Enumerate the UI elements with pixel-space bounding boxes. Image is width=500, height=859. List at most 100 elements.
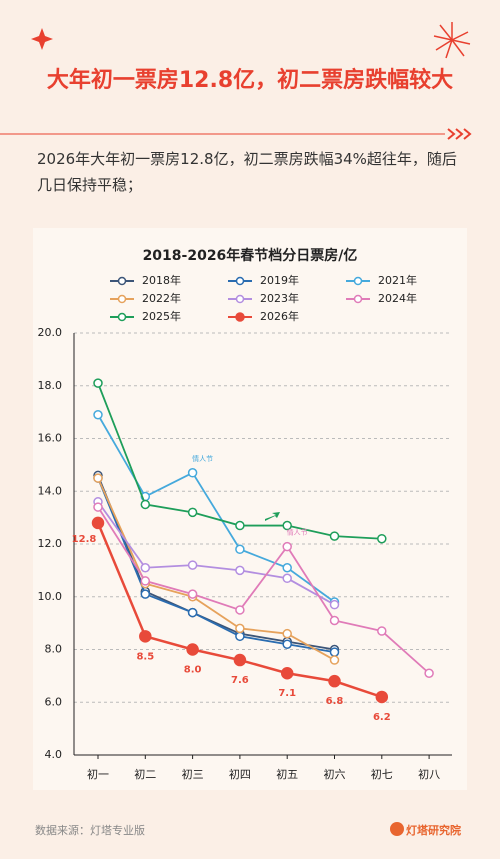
x-tick-label: 初七	[371, 767, 393, 781]
x-tick-label: 初八	[418, 767, 440, 781]
point	[233, 653, 247, 667]
series-line	[97, 475, 335, 651]
point	[187, 507, 198, 518]
y-tick-label: 18.0	[38, 379, 63, 392]
point	[140, 562, 151, 573]
y-tick-label: 16.0	[38, 432, 63, 445]
point	[328, 674, 341, 688]
annotation: 情人节	[192, 454, 213, 463]
firework-icon	[433, 22, 471, 59]
value-label: 6.2	[373, 712, 391, 723]
legend-marker	[117, 276, 127, 286]
trend-icon	[265, 512, 280, 521]
point	[282, 520, 292, 531]
value-label: 7.6	[231, 675, 249, 686]
point	[282, 573, 292, 584]
legend-marker	[235, 294, 245, 304]
point	[329, 599, 340, 610]
legend-label: 2026年	[260, 309, 299, 323]
series-line	[97, 501, 335, 606]
legend-marker	[117, 294, 127, 304]
y-tick-label: 10.0	[38, 590, 63, 603]
value-label: 12.8	[72, 534, 97, 545]
point	[235, 623, 245, 634]
legend-label: 2024年	[378, 291, 417, 305]
chart-title: 2018-2026年春节档分日票房/亿	[143, 247, 358, 264]
legend-marker	[353, 276, 363, 286]
point	[187, 468, 198, 478]
legend-label: 2021年	[378, 273, 417, 287]
point	[329, 615, 340, 626]
point	[140, 589, 151, 599]
brand: 灯塔研究院	[406, 824, 461, 837]
legend-marker	[117, 312, 127, 322]
point	[282, 541, 292, 552]
annotation: 情人节	[287, 528, 308, 537]
point	[93, 378, 103, 388]
series-line	[97, 477, 335, 654]
y-tick-label: 20.0	[38, 326, 63, 339]
point	[235, 520, 245, 531]
subtitle: 2026年大年初一票房12.8亿，初二票房跌幅34%超往年，随后几日保持平稳；	[37, 150, 457, 194]
value-label: 7.1	[278, 688, 296, 699]
point	[187, 560, 198, 570]
arrows-icon	[447, 128, 472, 140]
series-line	[97, 477, 335, 661]
point	[377, 533, 387, 544]
point	[186, 643, 199, 656]
point	[235, 605, 245, 615]
y-tick-label: 14.0	[38, 484, 63, 497]
point	[187, 589, 198, 599]
point	[140, 499, 151, 510]
point	[139, 630, 152, 643]
point	[282, 639, 292, 649]
x-tick-label: 初一	[87, 767, 109, 781]
point	[140, 576, 151, 586]
legend-label: 2019年	[260, 273, 299, 287]
point	[375, 690, 389, 704]
y-tick-label: 8.0	[45, 643, 63, 656]
point	[377, 626, 387, 636]
point	[424, 668, 434, 678]
legend-marker	[235, 276, 245, 286]
point	[93, 410, 103, 420]
legend-marker	[235, 312, 245, 322]
y-tick-label: 12.0	[38, 537, 63, 550]
chart-panel	[33, 228, 467, 790]
point	[329, 531, 340, 541]
point	[91, 516, 105, 530]
value-label: 6.8	[326, 696, 344, 707]
x-tick-label: 初三	[182, 767, 204, 781]
point	[282, 628, 292, 639]
legend-label: 2018年	[142, 273, 181, 287]
point	[235, 565, 245, 576]
point	[187, 607, 198, 618]
value-label: 8.5	[136, 651, 154, 662]
brand-logo	[390, 822, 404, 836]
point	[329, 647, 340, 657]
y-tick-label: 4.0	[45, 748, 63, 761]
point	[329, 655, 340, 665]
x-tick-label: 初四	[229, 767, 251, 781]
star-icon	[31, 28, 53, 50]
x-tick-label: 初五	[276, 767, 298, 781]
point	[280, 666, 294, 680]
legend-label: 2023年	[260, 291, 299, 305]
point	[235, 631, 245, 642]
title: 大年初一票房12.8亿，初二票房跌幅较大	[46, 68, 454, 93]
source: 数据来源：灯塔专业版	[35, 824, 145, 837]
y-tick-label: 6.0	[45, 695, 63, 708]
point	[93, 473, 103, 483]
point	[282, 562, 292, 573]
point	[93, 502, 103, 512]
point	[235, 544, 245, 555]
series-line	[97, 506, 430, 674]
x-tick-label: 初二	[134, 767, 156, 781]
value-label: 8.0	[184, 665, 202, 676]
legend-label: 2022年	[142, 291, 181, 305]
legend-marker	[353, 294, 363, 304]
legend-label: 2025年	[142, 309, 181, 323]
x-tick-label: 初六	[324, 767, 346, 781]
